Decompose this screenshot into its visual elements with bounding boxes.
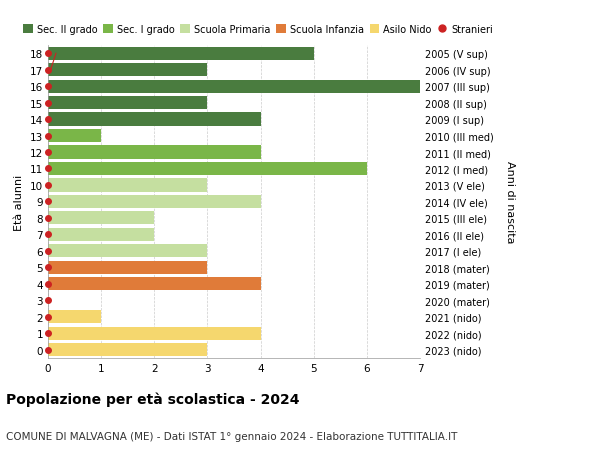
Bar (48, 179, 208, 192)
Bar (48, 97, 208, 110)
Bar (48, 196, 260, 208)
Bar (48, 310, 101, 324)
Y-axis label: Età alunni: Età alunni (14, 174, 25, 230)
Bar (48, 80, 420, 94)
Bar (48, 245, 208, 258)
Bar (48, 327, 260, 340)
Y-axis label: Anni di nascita: Anni di nascita (505, 161, 515, 243)
Bar (48, 162, 367, 176)
Bar (48, 261, 208, 274)
Text: Popolazione per età scolastica - 2024: Popolazione per età scolastica - 2024 (6, 392, 299, 406)
Bar (48, 146, 260, 159)
Text: COMUNE DI MALVAGNA (ME) - Dati ISTAT 1° gennaio 2024 - Elaborazione TUTTITALIA.I: COMUNE DI MALVAGNA (ME) - Dati ISTAT 1° … (6, 431, 457, 441)
Bar (48, 278, 260, 291)
Legend: Sec. II grado, Sec. I grado, Scuola Primaria, Scuola Infanzia, Asilo Nido, Stran: Sec. II grado, Sec. I grado, Scuola Prim… (23, 25, 493, 35)
Bar (48, 64, 208, 77)
Bar (48, 212, 154, 225)
Bar (48, 130, 101, 143)
Bar (48, 48, 314, 61)
Bar (48, 228, 154, 241)
Bar (48, 343, 208, 356)
Bar (48, 113, 260, 126)
